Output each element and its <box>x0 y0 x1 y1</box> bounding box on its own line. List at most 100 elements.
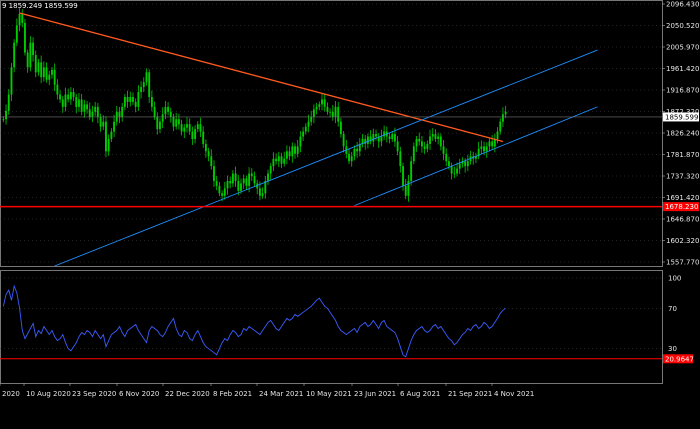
candle-body <box>388 136 391 139</box>
candle-body <box>348 153 350 162</box>
time-x-axis: 2020 10 Aug 2020 23 Sep 2020 6 Nov 2020 22 D… <box>0 383 534 398</box>
candle-body <box>294 146 296 154</box>
candle-body <box>261 193 264 196</box>
candle-body <box>483 146 485 152</box>
candle-body <box>213 166 215 181</box>
candle-body <box>59 94 62 100</box>
candle-body <box>291 146 294 157</box>
candle-body <box>7 94 10 111</box>
candle-body <box>223 188 226 196</box>
candle-body <box>456 168 458 174</box>
candle-body <box>188 124 191 132</box>
candle-body <box>169 111 172 117</box>
price-trendlines <box>0 12 662 267</box>
price-tick-label: 2096.430 <box>666 1 699 9</box>
candle-body <box>312 109 315 117</box>
candle-body <box>231 173 234 184</box>
candle-body <box>407 180 410 196</box>
candle-body <box>372 134 375 142</box>
candle-body <box>393 134 396 142</box>
candle-body <box>29 42 32 68</box>
candle-body <box>237 180 240 191</box>
candle-body <box>218 185 221 194</box>
candle-body <box>240 183 242 191</box>
oscillator-tick-label: 70 <box>668 305 677 313</box>
candle-body <box>248 173 251 186</box>
candle-body <box>134 101 137 107</box>
price-tick-label: 1916.870 <box>666 87 699 95</box>
price-pane: 2096.430 2050.520 2005.970 1961.420 1916.870… <box>0 0 699 267</box>
oscillator-pane: 100 70 30 20.9647 <box>0 270 694 384</box>
candle-body <box>474 156 477 159</box>
candle-body <box>48 74 51 80</box>
time-tick-label: 23 Sep 2020 <box>72 390 116 398</box>
candle-body <box>318 104 321 107</box>
candle-body <box>410 161 413 181</box>
candle-body <box>202 131 205 144</box>
candle-body <box>215 180 218 186</box>
candle-body <box>150 97 153 107</box>
oscillator-y-axis: 100 70 30 20.9647 <box>663 275 694 364</box>
candle-body <box>453 173 456 175</box>
candle-body <box>123 97 126 107</box>
candle-body <box>229 180 232 184</box>
candle-body <box>285 151 288 159</box>
candle-body <box>10 67 13 95</box>
current-price-label: 1859.599 <box>665 113 698 121</box>
candle-body <box>156 116 159 130</box>
candle-body <box>329 111 332 113</box>
candle-body <box>45 67 48 80</box>
candle-body <box>105 121 107 152</box>
candle-body <box>15 25 18 43</box>
candle-body <box>364 138 367 144</box>
candle-body <box>53 69 56 85</box>
time-tick-label: 8 Feb 2021 <box>213 390 252 398</box>
candle-body <box>137 92 140 107</box>
candle-body <box>110 131 113 139</box>
candle-body <box>404 185 407 196</box>
candle-body <box>485 146 488 152</box>
oscillator-line <box>2 284 506 358</box>
candle-body <box>447 161 450 167</box>
candle-body <box>445 153 448 162</box>
price-y-axis: 2096.430 2050.520 2005.970 1961.420 1916.870… <box>662 1 699 267</box>
price-tick-label: 1826.240 <box>666 130 699 138</box>
candle-body <box>280 156 283 164</box>
candle-body <box>399 151 402 167</box>
candle-body <box>296 146 299 154</box>
candle-body <box>204 143 207 152</box>
candle-body <box>466 161 469 167</box>
candle-body <box>234 173 237 181</box>
candle-body <box>396 141 399 152</box>
time-tick-label: 10 May 2021 <box>306 390 352 398</box>
candle-body <box>434 134 437 139</box>
candle-body <box>245 178 248 186</box>
candle-body <box>13 42 16 68</box>
candle-body <box>488 141 491 147</box>
candle-body <box>194 129 197 139</box>
candle-body <box>148 72 151 98</box>
price-pane-frame <box>0 0 663 267</box>
candle-body <box>331 111 334 117</box>
candle-body <box>94 106 97 112</box>
candle-body <box>458 163 461 169</box>
candle-body <box>18 14 21 26</box>
oscillator-level-tag <box>663 354 693 364</box>
candle-body <box>199 124 202 132</box>
candle-body <box>183 127 186 132</box>
candle-body <box>307 121 310 127</box>
candle-body <box>88 109 91 117</box>
candle-body <box>153 106 156 117</box>
candle-body <box>78 99 80 107</box>
price-tick-label: 2005.970 <box>666 44 699 52</box>
price-tick-label: 2050.520 <box>666 22 699 30</box>
candle-body <box>42 67 45 78</box>
candle-body <box>342 134 345 147</box>
candle-body <box>366 136 369 144</box>
candle-body <box>161 114 164 122</box>
candle-body <box>26 52 29 68</box>
candle-body <box>72 92 75 98</box>
time-tick-label: 10 Aug 2020 <box>26 390 71 398</box>
current-price-tag <box>663 112 699 122</box>
